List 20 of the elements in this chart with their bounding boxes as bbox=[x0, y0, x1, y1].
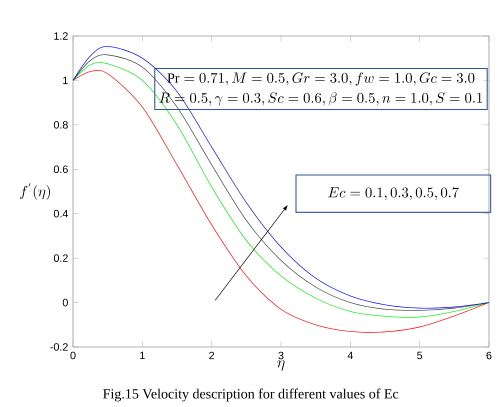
x-tick-label: 0 bbox=[70, 352, 76, 360]
caption: Fig.15 Velocity description for different values of Ec bbox=[103, 388, 398, 402]
x-tick-label: 2 bbox=[209, 352, 214, 360]
annotation: $Ec=0.1,0.3,0.5,0.7$ bbox=[328, 187, 459, 200]
x-axis-title: $\eta$ bbox=[277, 360, 285, 371]
y-tick-label: 0.6 bbox=[54, 166, 68, 174]
y-tick-label: 0.2 bbox=[54, 254, 68, 262]
x-tick-label: 6 bbox=[486, 352, 492, 360]
x-tick-label: 4 bbox=[348, 352, 353, 360]
y-tick-label: 1.2 bbox=[54, 32, 68, 40]
x-tick-label: 1 bbox=[140, 352, 145, 360]
x-tick-label: 3 bbox=[278, 352, 284, 360]
y-axis-title: $f^{'}(\eta)$ bbox=[20, 183, 50, 200]
y-tick-label: 0.4 bbox=[54, 210, 68, 218]
y-tick-label: 0.8 bbox=[54, 121, 68, 129]
y-tick-label: 0 bbox=[62, 298, 68, 306]
y-tick-label: -0.2 bbox=[50, 343, 68, 351]
annotation: $\mathrm{Pr}=0.71,M=0.5,Gr=3.0,fw=1.0,Gc=3.0$ bbox=[167, 72, 474, 86]
x-tick-label: 5 bbox=[417, 352, 422, 360]
y-tick-label: 1 bbox=[63, 76, 68, 84]
